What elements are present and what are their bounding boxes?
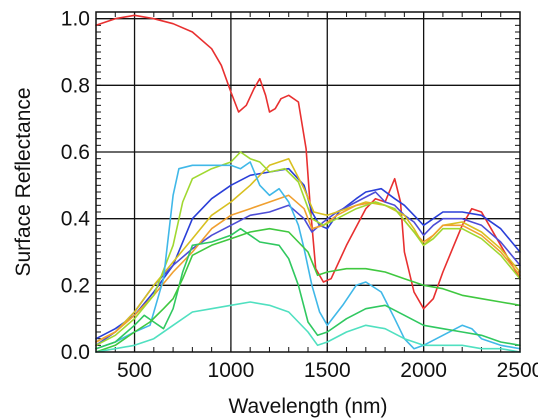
series-line-3 (95, 191, 521, 347)
y-tick-label: 0.2 (61, 274, 90, 297)
series-line-2 (95, 167, 521, 340)
x-tick-label: 500 (117, 359, 152, 382)
series-line-9 (95, 227, 521, 353)
x-tick-label: 1500 (304, 359, 351, 382)
series-line-10 (95, 301, 521, 353)
series-line-5 (95, 194, 521, 343)
series-group (95, 14, 521, 353)
x-axis-label: Wavelength (nm) (228, 395, 387, 418)
tick-labels: 500 1000 1500 2000 2500 0.0 0.2 0.4 0.6 0.8 1.0 (61, 8, 538, 382)
series-line-8 (95, 227, 521, 350)
x-tick-label: 2000 (400, 359, 447, 382)
series-line-6 (95, 151, 521, 347)
x-tick-label: 2500 (497, 359, 538, 382)
y-tick-label: 0.4 (61, 208, 91, 231)
y-tick-label: 1.0 (61, 8, 90, 31)
y-tick-label: 0.6 (61, 141, 90, 164)
y-tick-label: 0.0 (61, 341, 90, 364)
x-tick-label: 1000 (208, 359, 255, 382)
plot-frame (95, 11, 521, 353)
y-tick-label: 0.8 (61, 74, 90, 97)
y-axis-label: Surface Reflectance (12, 87, 35, 276)
